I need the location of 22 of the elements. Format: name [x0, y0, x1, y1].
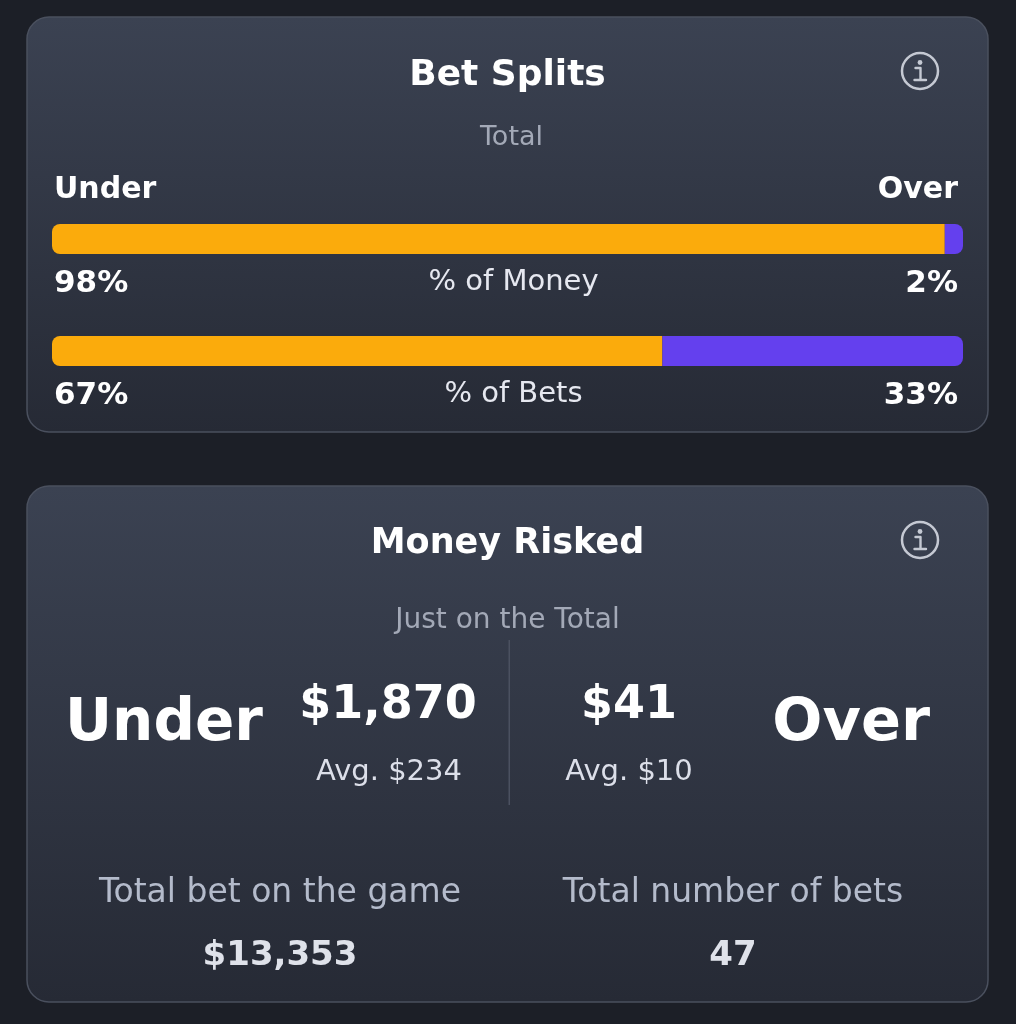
text: $41 — [580, 675, 678, 729]
text: $13,353 — [202, 933, 358, 973]
text: Just on the Total — [393, 602, 620, 635]
text: $1,870 — [299, 675, 477, 729]
text: Total number of bets — [561, 871, 904, 910]
data-label: 33% — [883, 375, 958, 411]
chart-title: Bet Splits — [409, 52, 606, 93]
data-label: 98% — [54, 263, 129, 299]
text: Avg. $10 — [565, 753, 693, 787]
text: Money Risked — [370, 521, 645, 561]
chart-subtitle: Total — [478, 120, 544, 151]
y-tick-label: % of Money — [428, 263, 599, 297]
series-label: Over — [877, 170, 959, 205]
text: Over — [772, 685, 930, 754]
text: Total bet on the game — [97, 871, 462, 910]
series-label: Under — [54, 170, 157, 205]
text: Avg. $234 — [316, 753, 462, 787]
data-label: 2% — [905, 263, 958, 299]
y-tick-label: % of Bets — [444, 375, 583, 409]
text: 47 — [709, 933, 757, 973]
data-label: 67% — [54, 375, 129, 411]
text: Under — [65, 686, 264, 754]
